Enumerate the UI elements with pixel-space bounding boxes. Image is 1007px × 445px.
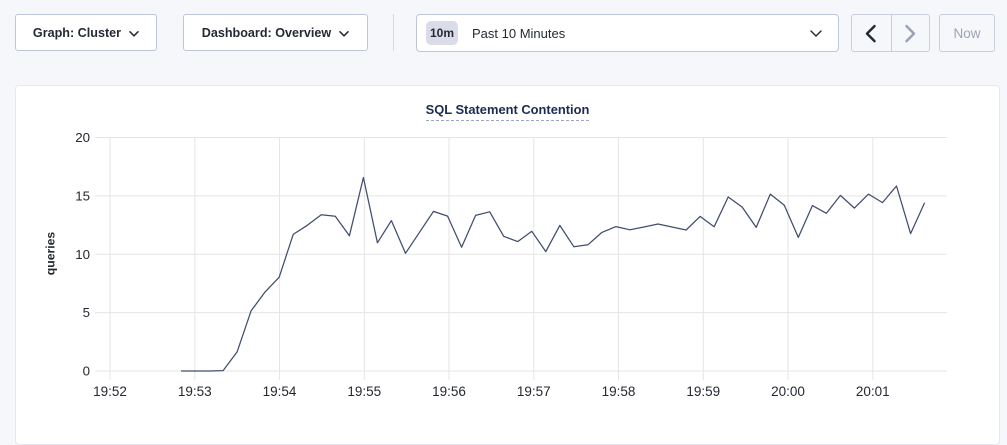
svg-text:19:56: 19:56: [432, 384, 466, 399]
svg-text:10: 10: [75, 247, 90, 262]
svg-text:20:00: 20:00: [771, 384, 805, 399]
svg-text:19:55: 19:55: [347, 384, 381, 399]
svg-text:19:57: 19:57: [517, 384, 551, 399]
svg-text:5: 5: [83, 305, 90, 320]
svg-text:19:53: 19:53: [178, 384, 212, 399]
svg-text:15: 15: [75, 188, 90, 203]
svg-text:20: 20: [75, 130, 90, 145]
svg-text:19:58: 19:58: [602, 384, 636, 399]
svg-text:0: 0: [83, 364, 90, 379]
svg-text:19:52: 19:52: [93, 384, 127, 399]
svg-text:queries: queries: [44, 232, 58, 276]
svg-text:19:59: 19:59: [686, 384, 720, 399]
svg-text:19:54: 19:54: [263, 384, 297, 399]
svg-text:20:01: 20:01: [856, 384, 890, 399]
